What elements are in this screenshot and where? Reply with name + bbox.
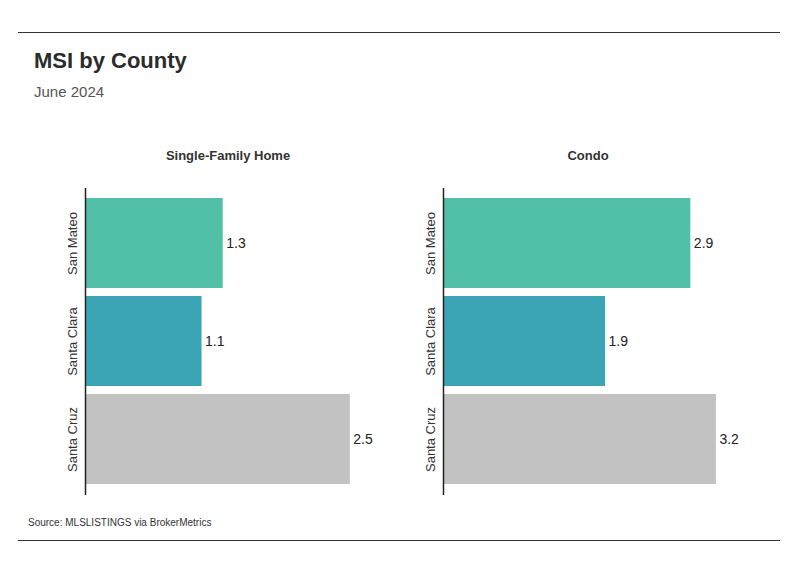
svg-text:San Mateo: San Mateo [423,212,438,275]
svg-text:Santa Clara: Santa Clara [423,306,438,375]
html-text:MSI by County: MSI by County [34,48,187,73]
svg-text:2.5: 2.5 [353,431,373,447]
svg-text:1.1: 1.1 [205,333,225,349]
svg-text:San Mateo: San Mateo [65,212,80,275]
svg-text:Santa Cruz: Santa Cruz [423,407,438,472]
html-text:Source: MLSLISTINGS via Broker: Source: MLSLISTINGS via BrokerMetrics [28,517,212,528]
html-text:Condo: Condo [567,148,609,163]
svg-text:1.3: 1.3 [226,235,246,251]
html-text:June 2024: June 2024 [34,83,105,100]
svg-text:2.9: 2.9 [694,235,714,251]
svg-text:1.9: 1.9 [609,333,629,349]
svg-text:Santa Clara: Santa Clara [65,306,80,375]
html-text:Single-Family Home: Single-Family Home [165,148,291,163]
svg-text:3.2: 3.2 [719,431,739,447]
svg-text:Santa Cruz: Santa Cruz [65,407,80,472]
